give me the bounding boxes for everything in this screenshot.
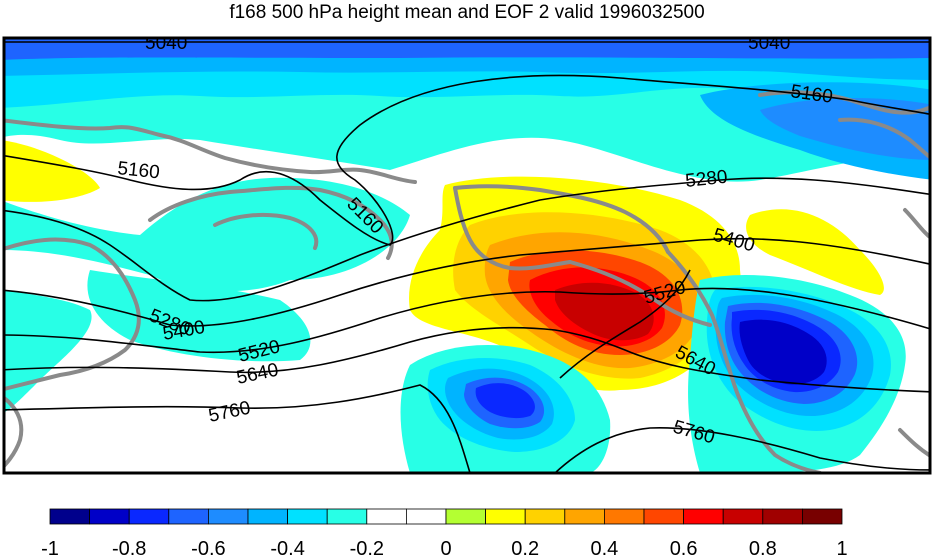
colorbar-swatch xyxy=(168,508,209,525)
colorbar-swatch xyxy=(49,508,90,525)
map-title: f168 500 hPa height mean and EOF 2 valid… xyxy=(229,2,705,23)
colorbar-tick-label: -0.6 xyxy=(191,538,225,558)
colorbar-tick-label: -0.4 xyxy=(270,538,304,558)
contour-5400 xyxy=(4,237,930,327)
colorbar-swatch xyxy=(762,508,803,525)
colorbar-swatch xyxy=(326,508,368,525)
coastline-siberia xyxy=(4,118,417,184)
colorbar-swatch xyxy=(604,508,645,525)
shade-yellow-nw xyxy=(4,140,100,202)
contour-5160 xyxy=(4,74,930,246)
shade-deepblue-south-center xyxy=(475,383,535,419)
contour-5520 xyxy=(4,287,930,354)
colorbar-tick-label: 0 xyxy=(440,538,451,558)
coastline-alaska-west xyxy=(453,186,572,271)
shade-blue-north-band xyxy=(4,38,930,60)
coastlines xyxy=(4,90,930,473)
contour-5640 xyxy=(4,326,930,393)
colorbar-swatch xyxy=(247,508,288,525)
map-frame xyxy=(2,36,932,475)
colorbar-swatch xyxy=(564,508,605,525)
colorbar-tick-label: -0.2 xyxy=(350,538,384,558)
colorbar-swatch xyxy=(445,508,486,525)
colorbar-swatch xyxy=(89,508,130,525)
coastline-bering-isl xyxy=(213,212,319,250)
coastline-us-west xyxy=(898,428,930,458)
colorbar-tick-label: 0.6 xyxy=(670,538,698,558)
shade-ne-blue-inner xyxy=(760,98,930,160)
shade-cyan-midleft xyxy=(87,270,311,362)
shade-cyan-bering xyxy=(4,177,410,292)
coastline-canada-west xyxy=(666,250,822,473)
colorbar-swatch xyxy=(405,508,447,525)
contour-5280 xyxy=(4,177,930,302)
colorbar-tick-label: 1 xyxy=(836,538,847,558)
colorbar-swatch xyxy=(802,508,843,525)
colorbar-swatch xyxy=(683,508,724,525)
coastline-kamchatka xyxy=(4,237,141,392)
colorbar-swatch xyxy=(366,508,407,525)
coastline-alaska-north xyxy=(453,184,670,254)
colorbar-swatch xyxy=(287,508,328,525)
contour-label: 5160 xyxy=(116,158,160,183)
coastline-canada-east xyxy=(903,208,930,240)
colorbar: -1 -0.8 -0.6 -0.4 -0.2 0 0.2 0.4 0.6 0.8 1 xyxy=(41,508,848,558)
contour-label: 5040 xyxy=(145,33,187,54)
coastline-chukotka xyxy=(148,185,394,260)
colorbar-swatch xyxy=(643,508,684,525)
colorbar-tick-label: -0.8 xyxy=(112,538,146,558)
coastline-alaska-peninsula xyxy=(568,260,712,327)
shade-navy-se xyxy=(739,319,827,385)
colorbar-swatch xyxy=(207,508,249,525)
colorbar-tick-label: 0.2 xyxy=(511,538,539,558)
contour-5640-hook xyxy=(559,269,691,379)
contour-label: 5040 xyxy=(748,33,790,54)
shade-maroon-alaska xyxy=(555,282,654,341)
colorbar-tick-label: -1 xyxy=(41,538,59,558)
colorbar-swatch xyxy=(524,508,566,525)
colorbar-tick-label: 0.8 xyxy=(749,538,777,558)
coastline-arctic-islands xyxy=(758,90,930,115)
colorbar-swatch xyxy=(485,508,526,525)
shade-yellow-ne-lobe xyxy=(746,209,884,295)
colorbar-swatch xyxy=(722,508,764,525)
contour-5760 xyxy=(4,384,930,473)
colorbar-swatch xyxy=(128,508,170,525)
contour-label: 5280 xyxy=(684,167,728,192)
colorbar-tick-label: 0.4 xyxy=(590,538,618,558)
